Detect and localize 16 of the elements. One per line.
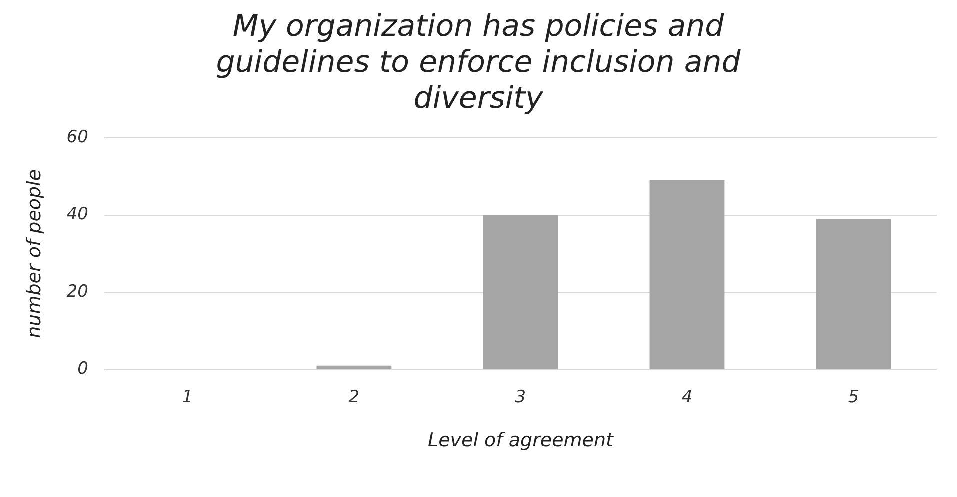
x-tick-label: 2 xyxy=(348,387,360,408)
bar xyxy=(650,180,725,370)
chart-title: My organization has policies and guidelines to enforce inclusion and diversity xyxy=(216,8,742,116)
y-tick-label: 20 xyxy=(66,282,88,302)
bar xyxy=(816,219,892,370)
y-tick-label: 40 xyxy=(66,204,88,225)
bar xyxy=(483,215,558,370)
x-tick-label: 3 xyxy=(515,387,526,408)
y-axis-title: number of people xyxy=(23,169,46,338)
x-tick-label: 5 xyxy=(848,387,860,408)
y-tick-label: 60 xyxy=(66,127,88,148)
x-tick-label: 4 xyxy=(682,387,693,408)
bar xyxy=(316,366,392,370)
x-axis-title: Level of agreement xyxy=(428,430,615,452)
x-tick-label: 1 xyxy=(182,387,194,408)
y-tick-label: 0 xyxy=(78,359,88,380)
